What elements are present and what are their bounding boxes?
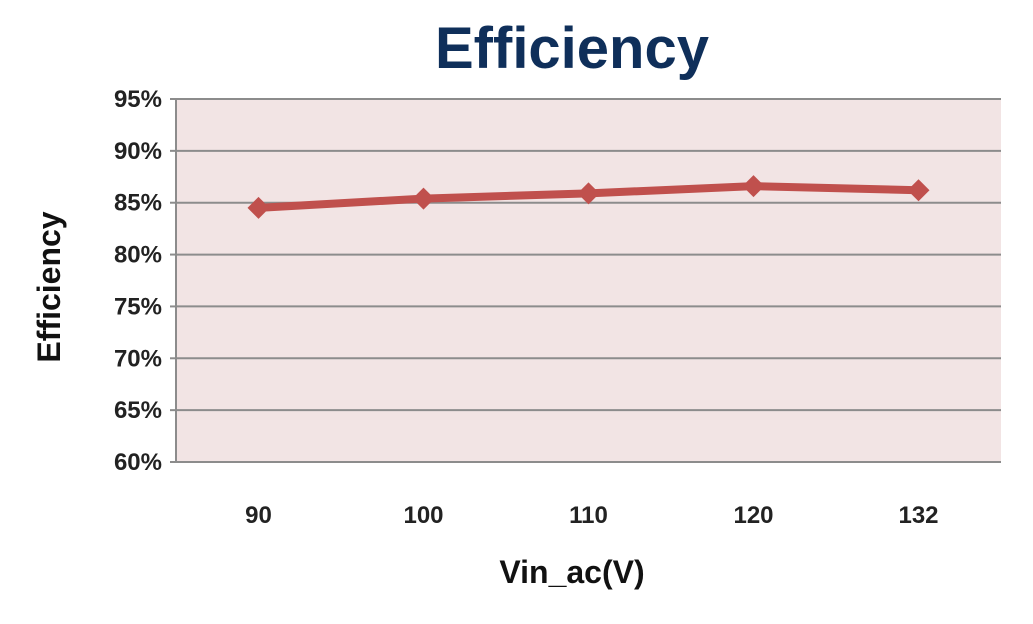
y-tick-label: 90% <box>114 138 162 165</box>
x-tick-label: 110 <box>569 502 608 529</box>
y-tick-label: 95% <box>114 86 162 113</box>
y-axis-label: Efficiency <box>31 211 67 362</box>
x-axis-ticks: 90 100 110 120 132 <box>245 502 938 529</box>
x-tick-label: 90 <box>245 502 272 529</box>
chart-title: Efficiency <box>435 16 709 81</box>
x-tick-label: 100 <box>403 502 443 529</box>
y-tick-label: 85% <box>114 190 162 217</box>
data-point-marker <box>412 187 435 210</box>
plot-area <box>176 99 1001 462</box>
y-tick-label: 65% <box>114 397 162 424</box>
data-point-marker <box>247 196 270 219</box>
x-axis-label: Vin_ac(V) <box>499 554 644 590</box>
data-point-marker <box>577 182 600 205</box>
y-tick-label: 60% <box>114 449 162 476</box>
x-tick-label: 132 <box>898 502 938 529</box>
y-tick-label: 80% <box>114 242 162 269</box>
data-point-marker <box>907 179 930 202</box>
y-axis-ticks: 60% 65% 70% 75% 80% 85% 90% 95% <box>114 86 176 476</box>
x-tick-label: 120 <box>733 502 773 529</box>
data-point-marker <box>742 175 765 198</box>
y-tick-label: 75% <box>114 293 162 320</box>
series-efficiency <box>247 175 930 219</box>
y-tick-label: 70% <box>114 345 162 372</box>
